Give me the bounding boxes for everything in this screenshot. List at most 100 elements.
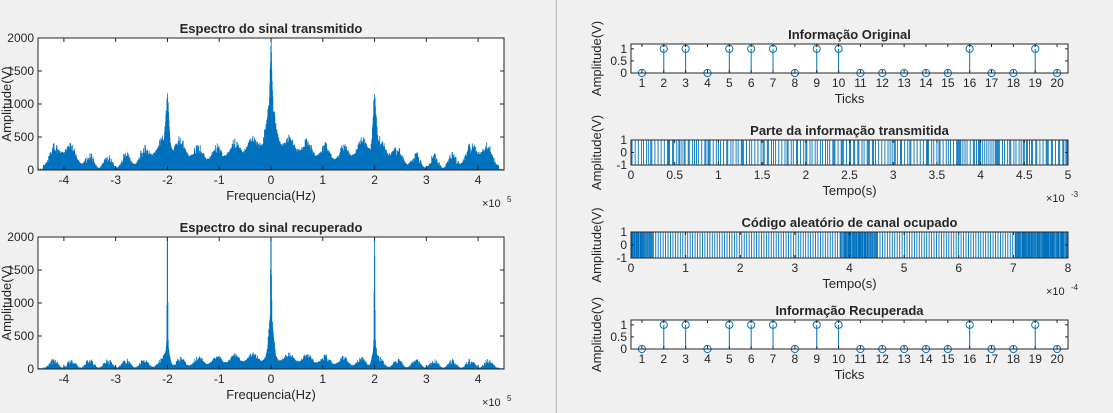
x-tick-label: 7 — [770, 76, 777, 90]
y-tick-label: 1 — [620, 42, 627, 56]
y-tick-label: 0 — [620, 342, 627, 356]
x-tick-label: 0 — [628, 168, 635, 182]
x-tick-label: 14 — [919, 352, 933, 366]
x-tick-label: 9 — [813, 76, 820, 90]
x-tick-label: 5 — [1065, 168, 1072, 182]
x-tick-label: 2 — [371, 173, 378, 187]
chart-info_orig: 1 2 3 4 5 6 7 8 9 10 11 12 13 14 15 16 17 18 19 2000.51Info… — [589, 21, 1069, 106]
x-tick-label: 12 — [876, 352, 890, 366]
x-tick-label: 15 — [941, 76, 955, 90]
x-tick-label: 7 — [1010, 261, 1017, 275]
y-tick-label: 1500 — [7, 263, 34, 277]
y-axis-label: Amplitude(V) — [0, 265, 14, 340]
chart-spec_tx: -4 -3 -2 -1 0 1 2 3 4 0 500 1000 1500 2000 Espectro do… — [0, 21, 512, 210]
y-tick-label: 0.5 — [610, 330, 627, 344]
y-tick-label: 2000 — [7, 31, 34, 45]
y-axis-label: Amplitude(V) — [589, 21, 604, 96]
x-tick-label: -2 — [162, 173, 173, 187]
y-tick-label: 0 — [27, 163, 34, 177]
y-tick-label: 1000 — [7, 296, 34, 310]
y-axis-label: Amplitude(V) — [589, 297, 604, 372]
x-tick-label: 0 — [268, 372, 275, 386]
plot-area — [631, 44, 1068, 73]
x-tick-label: 6 — [748, 352, 755, 366]
x-tick-label: 9 — [813, 352, 820, 366]
x-axis-label: Tempo(s) — [822, 183, 876, 198]
x-exponent-power: 5 — [507, 195, 512, 204]
x-tick-label: 16 — [963, 76, 977, 90]
x-tick-label: 19 — [1029, 76, 1043, 90]
x-tick-label: 2 — [660, 76, 667, 90]
x-tick-label: 8 — [792, 352, 799, 366]
y-tick-label: 1 — [620, 318, 627, 332]
signal-series — [631, 139, 1069, 166]
x-tick-label: 3 — [890, 168, 897, 182]
x-tick-label: 1 — [319, 173, 326, 187]
y-axis-label: Amplitude(V) — [589, 115, 604, 190]
x-exponent: ×10 — [1046, 193, 1065, 205]
y-tick-label: 0 — [620, 66, 627, 80]
x-tick-label: -2 — [162, 372, 173, 386]
x-tick-label: 18 — [1007, 352, 1021, 366]
chart-title: Informação Recuperada — [775, 303, 924, 318]
x-tick-label: 11 — [854, 352, 867, 366]
x-tick-label: 4 — [846, 261, 853, 275]
x-tick-label: 4 — [475, 372, 482, 386]
x-axis-label: Ticks — [835, 91, 865, 106]
x-exponent-power: -4 — [1071, 283, 1079, 292]
y-tick-label: 0 — [620, 146, 627, 160]
x-tick-label: 4 — [475, 173, 482, 187]
x-tick-label: 6 — [748, 76, 755, 90]
y-tick-label: 0 — [620, 238, 627, 252]
x-tick-label: 2 — [660, 352, 667, 366]
x-tick-label: -1 — [214, 372, 225, 386]
chart-title: Código aleatório de canal ocupado — [742, 215, 958, 230]
x-tick-label: 19 — [1029, 352, 1043, 366]
chart-title: Parte da informação transmitida — [750, 123, 949, 138]
x-tick-label: 17 — [985, 352, 999, 366]
x-tick-label: 8 — [1065, 261, 1072, 275]
x-tick-label: 0.5 — [666, 168, 683, 182]
x-tick-label: 3.5 — [929, 168, 946, 182]
x-tick-label: 20 — [1050, 352, 1064, 366]
chart-title: Espectro do sinal transmitido — [180, 21, 363, 36]
x-tick-label: 1 — [715, 168, 722, 182]
x-tick-label: 3 — [423, 372, 430, 386]
x-tick-label: 14 — [919, 76, 933, 90]
y-tick-label: 1 — [620, 133, 627, 147]
y-tick-label: -1 — [616, 158, 627, 172]
x-exponent: ×10 — [1046, 286, 1065, 298]
x-tick-label: 1 — [639, 76, 646, 90]
x-tick-label: -3 — [110, 173, 121, 187]
chart-title: Informação Original — [788, 27, 911, 42]
y-tick-label: 1 — [620, 225, 627, 239]
panel-divider[interactable] — [555, 0, 557, 413]
x-exponent: ×10 — [482, 198, 501, 210]
x-axis-label: Tempo(s) — [822, 276, 876, 291]
x-tick-label: 20 — [1050, 76, 1064, 90]
x-tick-label: 12 — [876, 76, 890, 90]
x-tick-label: 17 — [985, 76, 999, 90]
axes-box — [630, 319, 1069, 350]
x-tick-label: 5 — [726, 352, 733, 366]
x-tick-label: 1 — [319, 372, 326, 386]
y-tick-label: 1000 — [7, 97, 34, 111]
x-tick-label: 0 — [268, 173, 275, 187]
x-tick-label: -1 — [214, 173, 225, 187]
x-axis-label: Frequencia(Hz) — [226, 188, 316, 203]
y-tick-label: 2000 — [7, 230, 34, 244]
y-tick-label: 500 — [14, 329, 34, 343]
x-axis-label: Frequencia(Hz) — [226, 387, 316, 402]
x-tick-label: 15 — [941, 352, 955, 366]
x-tick-label: 3 — [682, 352, 689, 366]
x-tick-label: 11 — [854, 76, 867, 90]
x-tick-label: 2 — [737, 261, 744, 275]
x-tick-label: 10 — [832, 352, 846, 366]
x-tick-label: -4 — [59, 173, 70, 187]
chart-title: Espectro do sinal recuperado — [180, 220, 363, 235]
x-tick-label: 2 — [371, 372, 378, 386]
x-tick-label: 1 — [639, 352, 646, 366]
